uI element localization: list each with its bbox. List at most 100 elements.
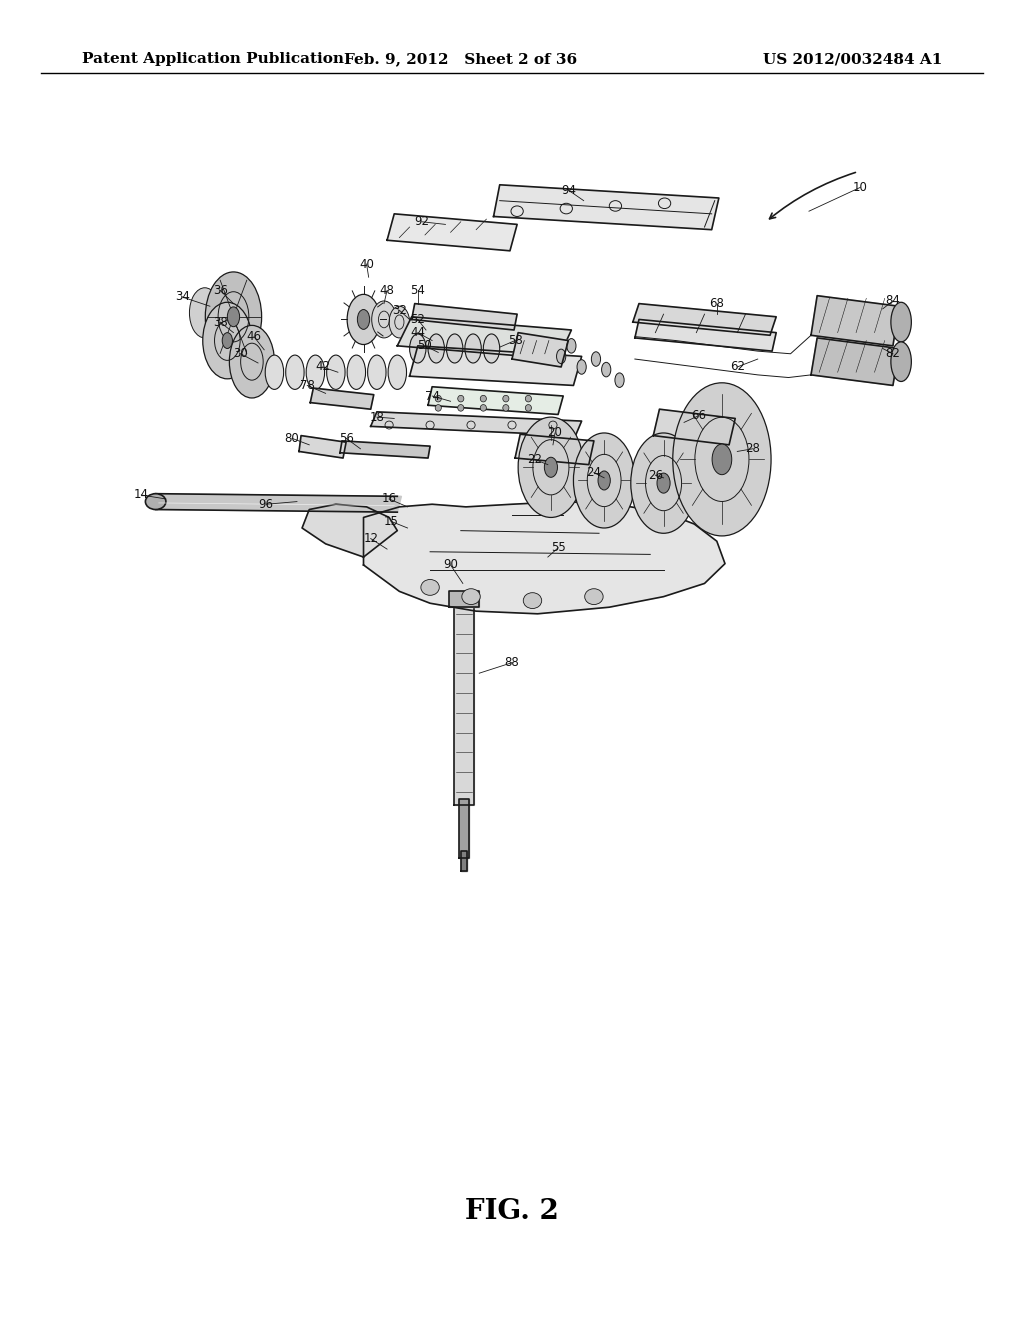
Ellipse shape xyxy=(229,326,274,399)
Text: 48: 48 xyxy=(380,284,394,297)
Polygon shape xyxy=(515,434,594,465)
Polygon shape xyxy=(811,296,899,346)
Polygon shape xyxy=(461,851,467,871)
Ellipse shape xyxy=(357,309,370,329)
Text: FIG. 2: FIG. 2 xyxy=(465,1199,559,1225)
Ellipse shape xyxy=(435,396,441,401)
Polygon shape xyxy=(653,409,735,445)
Polygon shape xyxy=(428,387,563,414)
Polygon shape xyxy=(302,504,397,557)
Ellipse shape xyxy=(222,333,232,348)
Text: 78: 78 xyxy=(300,379,314,392)
Text: 82: 82 xyxy=(886,347,900,360)
Text: 94: 94 xyxy=(561,183,575,197)
Text: 92: 92 xyxy=(415,215,429,228)
Text: Feb. 9, 2012   Sheet 2 of 36: Feb. 9, 2012 Sheet 2 of 36 xyxy=(344,53,578,66)
Text: 14: 14 xyxy=(134,488,148,502)
Text: 52: 52 xyxy=(411,313,425,326)
Ellipse shape xyxy=(428,334,444,363)
Text: 30: 30 xyxy=(233,347,248,360)
Polygon shape xyxy=(512,333,568,367)
Text: 88: 88 xyxy=(505,656,519,669)
Polygon shape xyxy=(387,214,517,251)
Polygon shape xyxy=(454,601,474,805)
Text: 90: 90 xyxy=(443,558,458,572)
Ellipse shape xyxy=(347,355,366,389)
Text: 62: 62 xyxy=(730,360,744,374)
Ellipse shape xyxy=(368,355,386,389)
Text: 80: 80 xyxy=(285,432,299,445)
Ellipse shape xyxy=(557,348,565,363)
Text: 18: 18 xyxy=(370,411,384,424)
Ellipse shape xyxy=(592,352,600,367)
Text: 54: 54 xyxy=(411,284,425,297)
Ellipse shape xyxy=(227,306,240,326)
Ellipse shape xyxy=(891,302,911,342)
Ellipse shape xyxy=(480,405,486,412)
Text: 24: 24 xyxy=(587,466,601,479)
Ellipse shape xyxy=(462,589,480,605)
Ellipse shape xyxy=(189,288,220,338)
Ellipse shape xyxy=(523,593,542,609)
Polygon shape xyxy=(494,185,719,230)
Ellipse shape xyxy=(585,589,603,605)
Text: 20: 20 xyxy=(548,426,562,440)
Polygon shape xyxy=(635,319,776,351)
Polygon shape xyxy=(156,494,401,512)
Text: 32: 32 xyxy=(392,304,407,317)
Ellipse shape xyxy=(388,355,407,389)
Ellipse shape xyxy=(598,471,610,490)
Ellipse shape xyxy=(545,457,557,478)
Ellipse shape xyxy=(389,306,410,338)
Ellipse shape xyxy=(480,396,486,401)
Text: 68: 68 xyxy=(710,297,724,310)
Polygon shape xyxy=(299,436,346,458)
Ellipse shape xyxy=(573,433,635,528)
Text: 16: 16 xyxy=(382,492,396,506)
Polygon shape xyxy=(397,317,571,359)
Ellipse shape xyxy=(145,494,166,510)
Ellipse shape xyxy=(673,383,771,536)
Ellipse shape xyxy=(203,302,252,379)
Text: 96: 96 xyxy=(259,498,273,511)
Text: 56: 56 xyxy=(339,432,353,445)
Ellipse shape xyxy=(518,417,584,517)
Ellipse shape xyxy=(567,339,575,354)
Ellipse shape xyxy=(712,444,732,475)
Polygon shape xyxy=(364,502,725,614)
Text: 58: 58 xyxy=(508,334,522,347)
Ellipse shape xyxy=(577,360,586,375)
Polygon shape xyxy=(811,338,899,385)
Ellipse shape xyxy=(410,334,426,363)
Text: US 2012/0032484 A1: US 2012/0032484 A1 xyxy=(763,53,942,66)
Text: 44: 44 xyxy=(411,326,425,339)
Ellipse shape xyxy=(286,355,304,389)
Polygon shape xyxy=(410,346,582,385)
Text: 28: 28 xyxy=(745,442,760,455)
Text: 55: 55 xyxy=(551,541,565,554)
Ellipse shape xyxy=(614,374,624,388)
Ellipse shape xyxy=(327,355,345,389)
Text: 46: 46 xyxy=(247,330,261,343)
Ellipse shape xyxy=(631,433,696,533)
Ellipse shape xyxy=(458,396,464,401)
Ellipse shape xyxy=(372,301,396,338)
Ellipse shape xyxy=(483,334,500,363)
Text: 38: 38 xyxy=(213,315,227,329)
Text: 40: 40 xyxy=(359,257,374,271)
Polygon shape xyxy=(633,304,776,335)
Ellipse shape xyxy=(657,473,670,494)
Text: 36: 36 xyxy=(213,284,227,297)
Text: 50: 50 xyxy=(418,339,432,352)
Ellipse shape xyxy=(205,272,262,362)
Ellipse shape xyxy=(421,579,439,595)
Text: 34: 34 xyxy=(175,290,189,304)
Ellipse shape xyxy=(435,405,441,412)
Polygon shape xyxy=(310,388,374,409)
Polygon shape xyxy=(371,412,582,436)
Ellipse shape xyxy=(891,342,911,381)
Text: 10: 10 xyxy=(853,181,867,194)
Polygon shape xyxy=(449,591,479,607)
Polygon shape xyxy=(459,799,469,858)
Text: 15: 15 xyxy=(384,515,398,528)
